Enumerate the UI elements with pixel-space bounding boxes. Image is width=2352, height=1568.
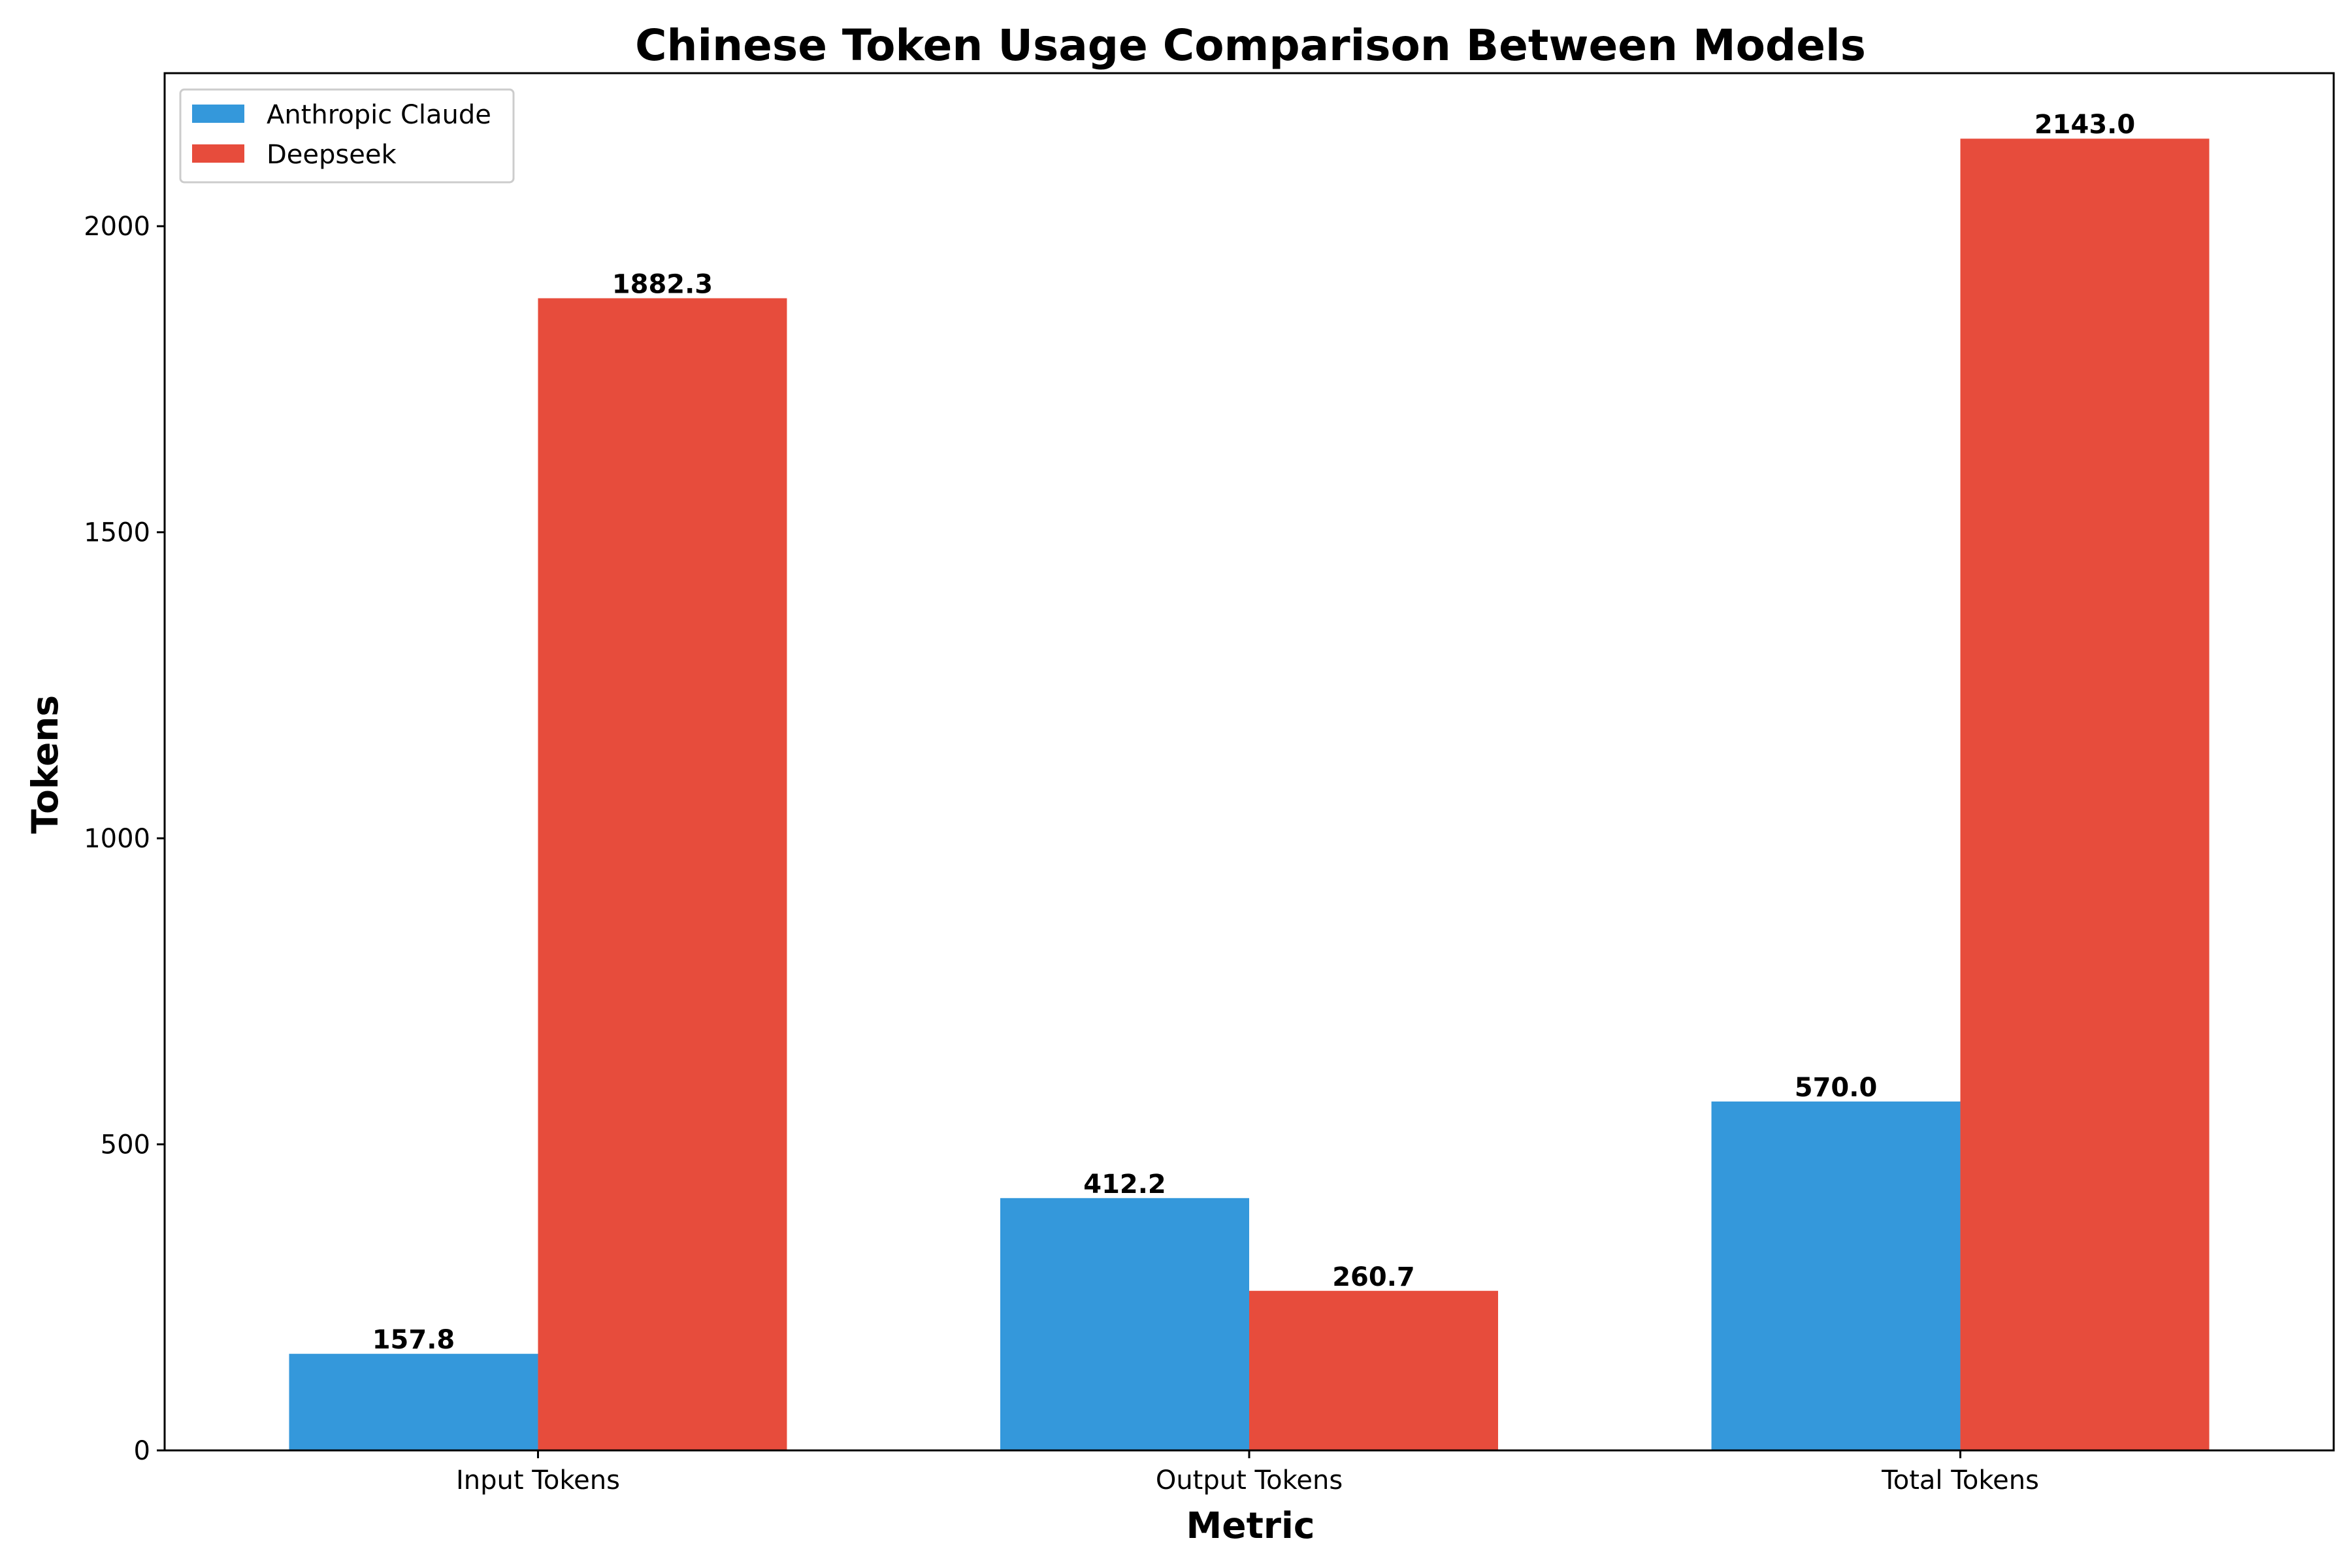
- legend-swatch-claude: [192, 105, 244, 123]
- x-axis-title: Metric: [1186, 1505, 1315, 1546]
- y-tick-label: 1000: [84, 824, 150, 854]
- value-label-series-0-category-2: 570.0: [1795, 1073, 1878, 1103]
- y-tick-label: 0: [134, 1436, 150, 1466]
- y-tick-label: 1500: [84, 518, 150, 548]
- x-axis: Input Tokens Output Tokens Total Tokens: [456, 1450, 2039, 1495]
- value-label-series-1-category-0: 1882.3: [612, 269, 713, 299]
- value-label-series-1-category-2: 2143.0: [2034, 110, 2135, 140]
- legend: Anthropic Claude Deepseek: [179, 88, 515, 184]
- bar-series-1-category-2: [1960, 139, 2210, 1451]
- bar-series-1-category-0: [538, 298, 787, 1451]
- y-axis-title: Tokens: [24, 695, 66, 834]
- value-label-series-0-category-1: 412.2: [1083, 1169, 1166, 1200]
- legend-frame: [179, 88, 515, 184]
- bar-series-0-category-1: [1000, 1198, 1249, 1450]
- x-tick-label: Total Tokens: [1881, 1465, 2039, 1495]
- bar-series-1-category-1: [1249, 1290, 1498, 1450]
- bar-series-0-category-2: [1711, 1101, 1961, 1450]
- y-tick-label: 500: [101, 1130, 150, 1160]
- value-labels-layer: 157.8 412.2 570.0 1882.3 260.7 2143.0: [372, 110, 2135, 1355]
- legend-swatch-deepseek: [192, 144, 244, 163]
- x-tick-label: Input Tokens: [456, 1465, 620, 1495]
- y-tick-label: 2000: [84, 212, 150, 242]
- value-label-series-1-category-1: 260.7: [1332, 1262, 1415, 1292]
- legend-label-deepseek: Deepseek: [267, 140, 397, 170]
- chart-title: Chinese Token Usage Comparison Between M…: [635, 20, 1866, 71]
- legend-label-claude: Anthropic Claude: [267, 100, 491, 130]
- y-axis: 0 500 1000 1500 2000: [84, 212, 165, 1466]
- bar-series-0-category-0: [289, 1354, 538, 1450]
- bars-layer: [289, 139, 2210, 1451]
- x-tick-label: Output Tokens: [1156, 1465, 1343, 1495]
- value-label-series-0-category-0: 157.8: [372, 1325, 455, 1355]
